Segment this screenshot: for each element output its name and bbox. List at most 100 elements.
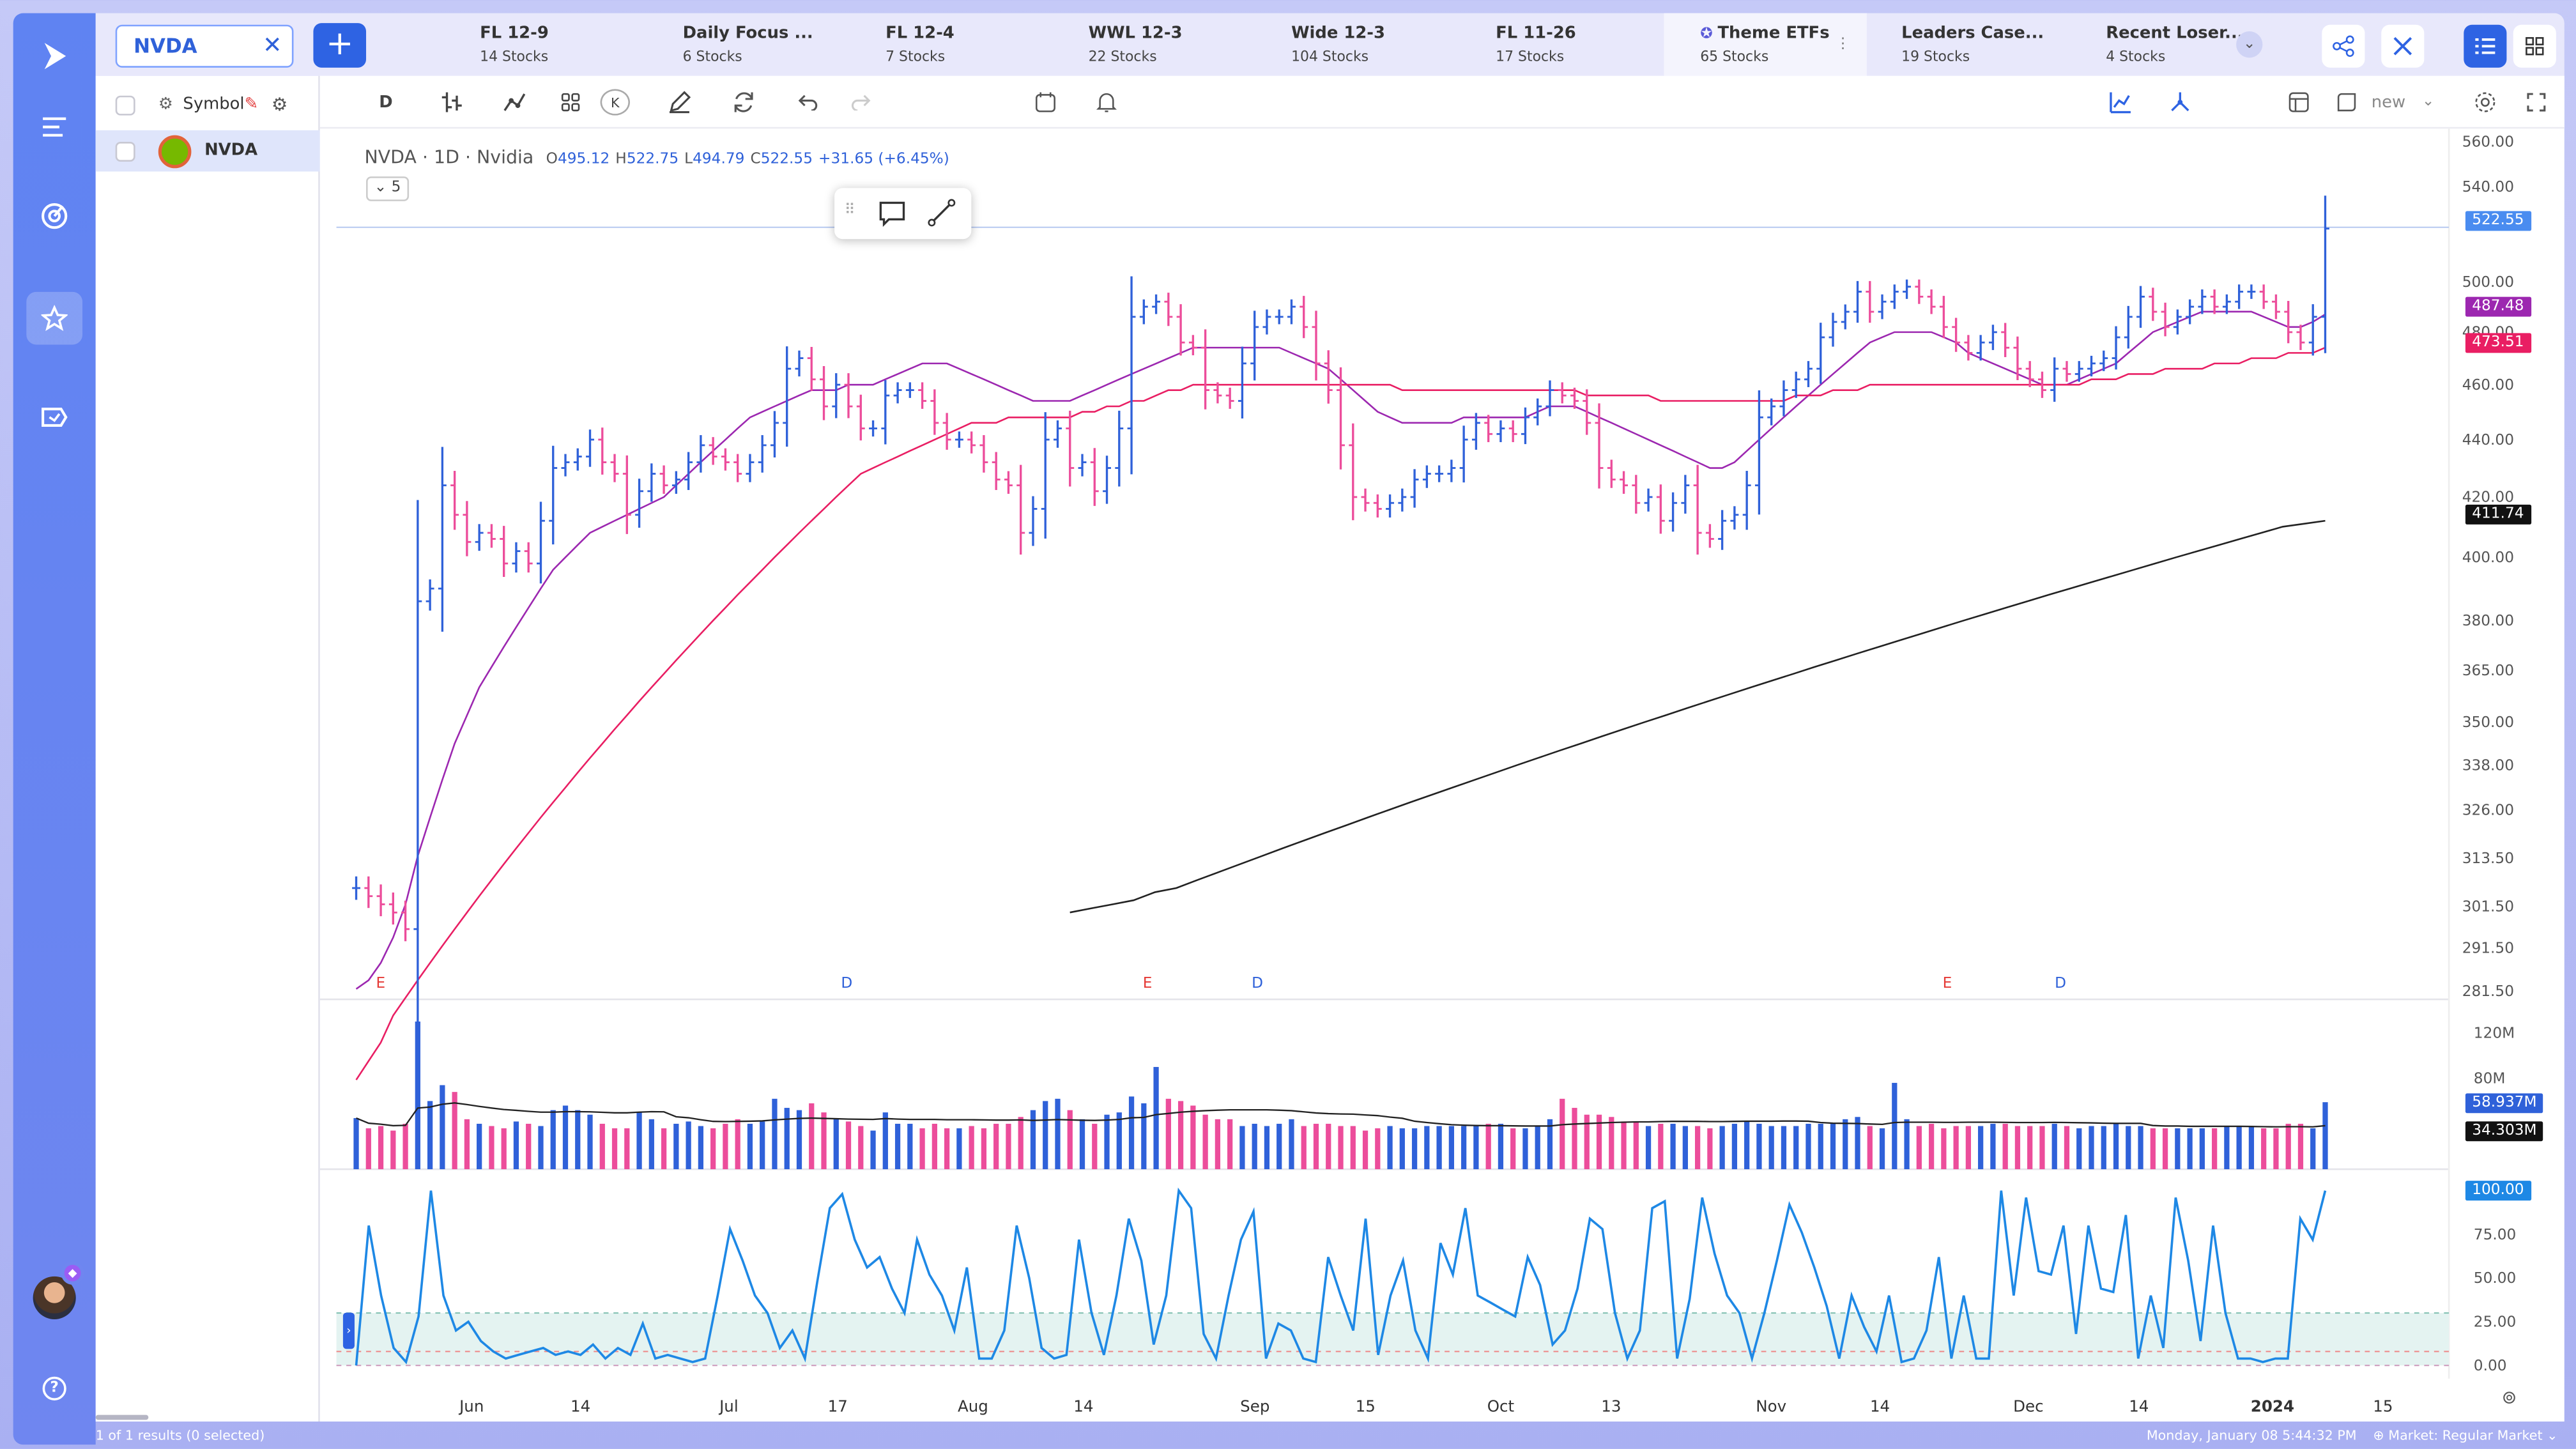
volume-bar [1448,1126,1455,1170]
clear-icon[interactable]: ✕ [263,33,282,59]
tab-wide-12-3[interactable]: Wide 12-3 104 Stocks [1291,24,1385,66]
market-status[interactable]: ⊕ Market: Regular Market ⌄ [2373,1427,2558,1443]
tab-fl-12-4[interactable]: FL 12-4 7 Stocks [885,24,954,66]
ma200-price-tag: 411.74 [2465,504,2531,525]
volume-bar [1239,1126,1245,1170]
volume-bar [723,1123,728,1170]
volume-bar [845,1121,852,1170]
scanner-icon[interactable] [26,190,82,243]
calendar-icon[interactable] [1029,88,1062,117]
volume-bar [2297,1123,2304,1170]
volume-bar [648,1119,654,1170]
volume-bar [2175,1128,2181,1170]
volume-bar [981,1128,987,1170]
list-item[interactable]: NVDA [95,130,320,172]
list-view-button[interactable] [2464,24,2507,68]
horizontal-scrollbar[interactable] [95,1414,149,1420]
volume-bar [611,1128,618,1170]
layout-grid-icon[interactable] [554,88,587,117]
tab-menu-icon[interactable]: ⋮ [1835,36,1851,53]
pane-expand-icon[interactable]: › [342,1312,355,1349]
volume-bar [1092,1123,1098,1170]
indicator-collapse-button[interactable]: ⌄ 5 [366,176,410,201]
volume-bar [2002,1123,2008,1170]
drag-handle-icon[interactable]: ⠿ [844,203,855,220]
tab-daily-focus[interactable]: Daily Focus ... 6 Stocks [682,24,813,66]
tab-recent-losers[interactable]: Recent Loser... 4 Stocks [2106,24,2244,66]
symbol-column-header[interactable]: Symbol [183,95,245,114]
volume-bar [1055,1098,1061,1170]
share-button[interactable] [2322,24,2365,68]
volume-bar [2224,1126,2230,1170]
draw-icon[interactable] [663,88,696,117]
row-checkbox[interactable] [115,141,135,161]
volume-bar [2261,1128,2267,1170]
ma200-line [1070,519,2326,914]
chevron-down-icon[interactable]: ⌄ [2236,31,2263,58]
sort-icon[interactable]: ✎ [244,95,259,114]
comment-icon[interactable] [877,198,907,234]
nvidia-logo-icon [158,134,192,167]
volume-bar [636,1112,642,1170]
gear-icon[interactable] [2469,88,2502,117]
chart-toolbar: D K [319,75,2564,129]
interval-button[interactable]: D [379,93,393,112]
redo-icon[interactable] [845,88,878,117]
legend-sep: · [416,146,434,169]
volume-bar [1473,1126,1479,1170]
timezone-icon[interactable]: ⊚ [2501,1386,2517,1409]
volume-bar [1843,1119,1848,1170]
watchlist-icon[interactable] [26,291,83,345]
help-icon[interactable]: ? [26,1362,82,1415]
bell-icon[interactable] [1090,88,1123,117]
volume-bar [353,1118,359,1170]
tab-fl-11-26[interactable]: FL 11-26 17 Stocks [1496,24,1576,66]
x-share-button[interactable] [2381,24,2425,68]
symbol-search-input[interactable]: NVDA ✕ [115,24,294,68]
layout-icon[interactable] [2282,88,2315,117]
menu-icon[interactable] [26,100,82,153]
alerts-icon[interactable] [26,391,82,444]
volume-bar [1116,1112,1122,1170]
watchlist-header: ⚙ Symbol ✎ ⚙ [96,84,320,126]
x-axis-label: Sep [1240,1397,1269,1416]
chart-canvas[interactable]: 281.50 291.50 301.50 313.50 326.00 338.00 350.… [319,76,2564,1422]
settings-icon[interactable]: ⚙ [158,95,173,114]
trendline-icon[interactable] [927,198,956,234]
volume-bar [1645,1126,1652,1170]
grid-view-button[interactable] [2513,24,2556,68]
volume-bar [821,1112,827,1170]
bar-style-icon[interactable] [435,88,468,117]
tab-theme-etfs[interactable]: ✪ Theme ETFs 65 Stocks ⋮ [1664,13,1867,76]
volume-bar [1375,1128,1381,1170]
tab-wwl-12-3[interactable]: WWL 12-3 22 Stocks [1088,24,1183,66]
tab-leaders-case[interactable]: Leaders Case... 19 Stocks [1901,24,2044,66]
tab-fl-12-9[interactable]: FL 12-9 14 Stocks [480,24,549,66]
add-watchlist-button[interactable]: + [313,23,367,68]
volume-bar [882,1112,888,1170]
chart-type-line-icon[interactable] [2104,88,2138,117]
k-button[interactable]: K [600,89,631,116]
price-tick-label: 281.50 [2462,983,2514,1000]
compare-icon[interactable] [2164,88,2197,117]
indicators-icon[interactable] [498,88,532,117]
volume-bar [969,1126,974,1170]
volume-bar [1658,1123,1664,1170]
layout-name-select[interactable]: new ⌄ [2371,93,2435,112]
template-icon[interactable] [2330,88,2363,117]
logo-icon[interactable] [26,29,82,82]
select-all-checkbox[interactable] [115,95,135,115]
column-settings-icon[interactable]: ⚙ [271,94,288,116]
volume-bar [1128,1096,1135,1170]
volume-bar [1350,1126,1356,1170]
volume-bar [1781,1126,1787,1170]
refresh-icon[interactable] [727,88,760,117]
volume-bar [2322,1102,2328,1170]
volume-bar [1965,1126,1972,1170]
fullscreen-icon[interactable] [2520,88,2553,117]
volume-bar [1141,1103,1147,1170]
watchlist-tab-bar: NVDA ✕ + FL 12-9 14 Stocks Daily Focus ..… [95,13,2564,76]
volume-bar [2051,1123,2057,1170]
undo-icon[interactable] [792,88,825,117]
